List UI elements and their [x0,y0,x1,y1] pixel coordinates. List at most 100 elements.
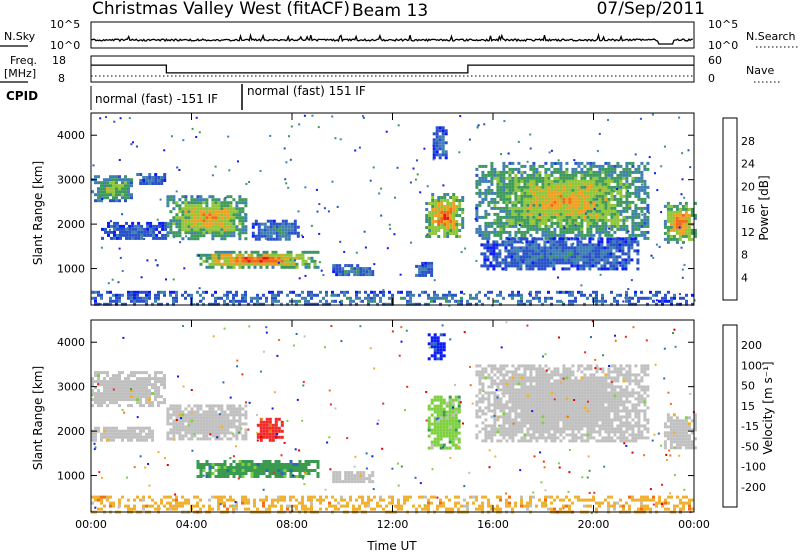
heatmap-cell [418,293,421,297]
heatmap-cell [217,198,221,202]
heatmap-cell [293,219,297,223]
heatmap-cell [600,240,604,244]
heatmap-cell [458,229,462,232]
heatmap-cell [478,400,482,404]
heatmap-cell [335,264,339,268]
heatmap-cell [526,364,530,368]
heatmap-cell [280,256,284,260]
heatmap-cell [184,419,188,423]
heatmap-cell [253,296,256,300]
heatmap-cell [438,144,442,148]
heatmap-cell [478,203,482,207]
heatmap-cell [244,216,248,220]
heatmap-cell [445,446,449,450]
heatmap-cell [660,211,663,214]
heatmap-cell [451,434,455,438]
heatmap-cell [548,151,551,154]
heatmap-cell [529,185,533,189]
heatmap-cell [514,397,518,401]
heatmap-cell [172,231,176,235]
heatmap-cell [541,191,545,195]
heatmap-cell [443,208,447,211]
heatmap-cell [604,227,608,231]
heatmap-cell [481,230,485,234]
heatmap-cell [259,463,263,466]
heatmap-cell [223,207,227,211]
heatmap-cell [448,416,452,420]
heatmap-cell [562,233,566,237]
heatmap-cell [97,426,100,430]
heatmap-cell [556,191,560,195]
heatmap-cell [175,413,179,417]
heatmap-cell [607,224,611,228]
heatmap-cell [495,240,499,244]
heatmap-cell [523,418,527,422]
heatmap-cell [618,261,622,265]
heatmap-cell [624,252,628,256]
heatmap-cell [526,388,530,392]
heatmap-cell [274,463,278,466]
heatmap-cell [136,386,139,390]
heatmap-cell [579,246,583,250]
heatmap-cell [145,371,148,375]
heatmap-cell [217,201,221,205]
heatmap-cell [226,265,230,269]
heatmap-cell [184,413,188,417]
heatmap-cell [585,246,589,250]
heatmap-cell [595,188,599,192]
heatmap-cell [579,243,583,247]
heatmap-cell [540,255,544,259]
heatmap-cell [600,237,604,241]
heatmap-cell [226,404,230,408]
heatmap-cell [241,253,245,257]
heatmap-cell [520,421,524,425]
heatmap-cell [449,214,453,217]
heatmap-cell [487,391,491,395]
heatmap-cell [97,374,100,378]
heatmap-cell [145,383,148,387]
heatmap-cell [91,190,94,194]
heatmap-cell [588,249,592,253]
heatmap-cell [690,210,694,214]
heatmap-cell [121,386,124,390]
heatmap-cell [588,261,592,265]
heatmap-cell [601,191,605,195]
heatmap-cell [175,201,179,205]
heatmap-cell [175,407,179,411]
heatmap-cell [483,123,486,126]
heatmap-cell [583,293,586,297]
heatmap-cell [259,417,263,421]
heatmap-cell [484,188,488,192]
heatmap-cell [580,221,584,225]
heatmap-cell [359,477,363,481]
heatmap-cell [481,400,485,404]
heatmap-cell [202,210,206,214]
heatmap-cell [606,243,610,247]
heatmap-cell [220,404,224,408]
heatmap-cell [304,299,307,303]
heatmap-cell [445,431,449,435]
heatmap-cell [582,267,586,271]
heatmap-cell [586,194,590,198]
heatmap-cell [278,237,282,241]
heatmap-cell [436,296,439,300]
heatmap-cell [280,466,284,469]
heatmap-cell [526,299,529,303]
heatmap-cell [139,299,142,303]
heatmap-cell [250,472,254,475]
heatmap-cell [564,243,568,247]
heatmap-cell [559,173,563,177]
heatmap-cell [475,296,478,300]
heatmap-cell [643,197,647,201]
heatmap-cell [148,435,151,439]
heatmap-cell [437,226,441,229]
heatmap-cell [529,209,533,213]
heatmap-cell [288,135,290,138]
heatmap-cell [427,425,431,429]
heatmap-cell [368,273,372,277]
heatmap-cell [163,383,166,387]
heatmap-cell [505,388,509,392]
heatmap-cell [269,231,273,235]
heatmap-cell [598,299,601,303]
heatmap-cell [517,218,521,222]
